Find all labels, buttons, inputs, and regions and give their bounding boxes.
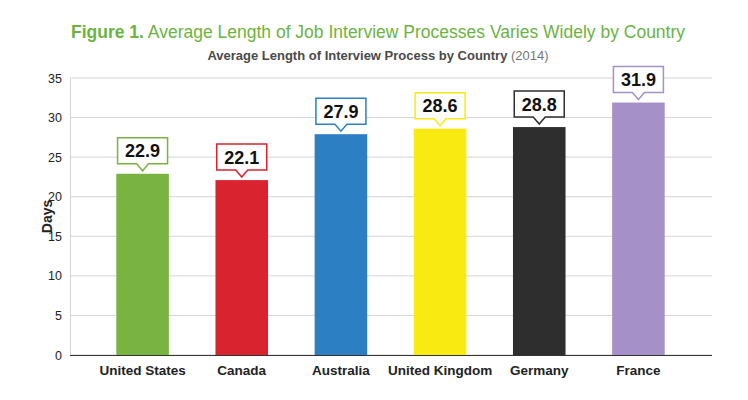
data-labels: 22.9 22.1 27.9 28.6 28.8 31.9	[118, 67, 664, 178]
bar	[612, 103, 665, 355]
x-tick-label: Germany	[510, 363, 569, 378]
y-tick-label: 10	[48, 269, 62, 283]
x-tick-label: Canada	[217, 363, 266, 378]
x-tick: Australia	[312, 355, 370, 378]
y-tick: 25	[48, 151, 70, 165]
y-tick-label: 0	[55, 349, 62, 363]
data-label-group: 22.1	[217, 144, 267, 177]
bar	[513, 127, 566, 355]
y-tick-label: 25	[48, 151, 62, 165]
bars	[116, 103, 664, 355]
data-label-group: 31.9	[613, 67, 663, 100]
x-tick-label: France	[616, 363, 661, 378]
data-label: 28.6	[423, 96, 458, 116]
x-tick: United States	[99, 355, 185, 378]
y-tick: 35	[48, 72, 70, 86]
data-label-box	[217, 144, 267, 177]
data-label: 27.9	[323, 102, 358, 122]
y-axis-title: Days	[39, 200, 55, 234]
data-label-group: 22.9	[118, 138, 168, 171]
x-tick: France	[616, 355, 661, 378]
y-tick: 10	[48, 269, 70, 283]
y-tick-label: 5	[55, 309, 62, 323]
data-label-box	[316, 98, 366, 131]
y-tick-label: 30	[48, 111, 62, 125]
x-tick: Germany	[510, 355, 569, 378]
x-axis: United States Canada Australia United Kingd…	[70, 355, 712, 378]
data-label-group: 28.6	[415, 93, 465, 126]
x-tick-label: United Kingdom	[388, 363, 492, 378]
x-tick: United Kingdom	[388, 355, 492, 378]
bar	[414, 129, 467, 355]
bar	[315, 134, 368, 355]
title: Figure 1. Average Length of Job Intervie…	[71, 22, 685, 42]
bar	[215, 180, 268, 355]
grid	[70, 78, 712, 355]
subtitle: Average Length of Interview Process by C…	[207, 48, 548, 63]
y-tick-label: 35	[48, 72, 62, 86]
y-axis-line	[70, 79, 71, 356]
x-tick: Canada	[217, 355, 266, 378]
y-tick: 5	[55, 309, 70, 323]
data-label: 28.8	[522, 95, 557, 115]
data-label: 31.9	[621, 70, 656, 90]
y-tick: 0	[55, 349, 70, 363]
bar	[116, 174, 169, 355]
data-label-box	[118, 138, 168, 171]
data-label: 22.1	[224, 148, 259, 168]
data-label-box	[514, 91, 564, 124]
chart: Figure 1. Average Length of Job Intervie…	[0, 0, 748, 400]
data-label-box	[613, 67, 663, 100]
data-label-group: 27.9	[316, 98, 366, 131]
x-tick-label: United States	[99, 363, 185, 378]
x-axis-line	[70, 355, 712, 356]
data-label-group: 28.8	[514, 91, 564, 124]
data-label-box	[415, 93, 465, 126]
y-tick: 30	[48, 111, 70, 125]
x-tick-label: Australia	[312, 363, 370, 378]
data-label: 22.9	[125, 141, 160, 161]
